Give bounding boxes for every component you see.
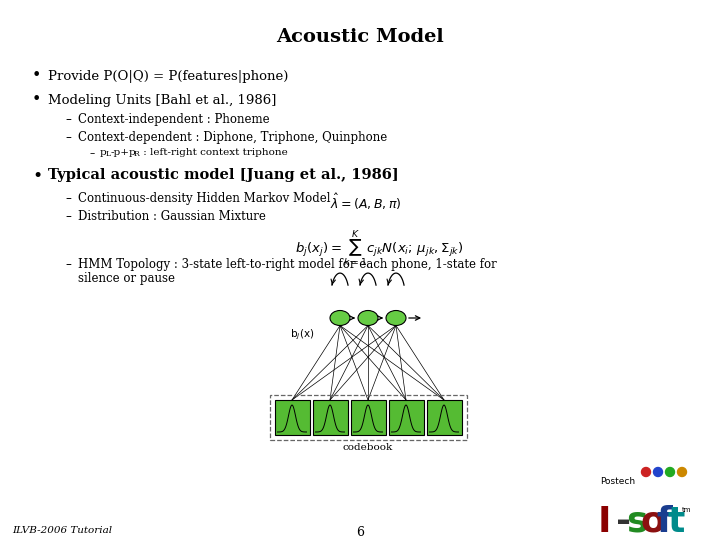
Text: Typical acoustic model [Juang et al., 1986]: Typical acoustic model [Juang et al., 19… (48, 168, 399, 182)
Text: p: p (100, 148, 107, 157)
Ellipse shape (330, 310, 350, 326)
FancyBboxPatch shape (351, 400, 385, 435)
Bar (269, 395, 467, 440)
Text: •: • (32, 167, 42, 185)
Text: –: – (90, 148, 95, 158)
Text: ILVB-2006 Tutorial: ILVB-2006 Tutorial (12, 526, 112, 535)
Text: Context-independent : Phoneme: Context-independent : Phoneme (78, 113, 269, 126)
Text: silence or pause: silence or pause (78, 272, 175, 285)
Text: : left-right context triphone: : left-right context triphone (140, 148, 288, 157)
Text: L: L (106, 150, 111, 158)
Text: R: R (134, 150, 140, 158)
FancyBboxPatch shape (426, 400, 462, 435)
FancyBboxPatch shape (274, 400, 310, 435)
Text: Context-dependent : Diphone, Triphone, Quinphone: Context-dependent : Diphone, Triphone, Q… (78, 131, 387, 144)
Text: t: t (668, 505, 685, 539)
Text: –: – (65, 113, 71, 126)
FancyBboxPatch shape (389, 400, 423, 435)
Text: –: – (65, 131, 71, 144)
Text: codebook: codebook (343, 443, 393, 452)
Text: $\hat{\lambda} = (A, B, \pi)$: $\hat{\lambda} = (A, B, \pi)$ (330, 192, 402, 212)
Text: Provide P(O|Q) = P(features|phone): Provide P(O|Q) = P(features|phone) (48, 70, 289, 83)
Text: -p+p: -p+p (111, 148, 137, 157)
Text: A: A (656, 469, 660, 475)
Text: •: • (32, 68, 41, 83)
Text: o: o (641, 505, 666, 539)
Text: –: – (65, 258, 71, 271)
Text: 3: 3 (680, 469, 684, 475)
Text: f: f (656, 505, 672, 539)
Circle shape (642, 468, 650, 476)
Circle shape (654, 468, 662, 476)
Text: •: • (32, 92, 41, 107)
Ellipse shape (358, 310, 378, 326)
Text: –: – (65, 192, 71, 205)
Text: Continuous-density Hidden Markov Model: Continuous-density Hidden Markov Model (78, 192, 330, 205)
Text: tm: tm (682, 507, 691, 513)
Text: Distribution : Gaussian Mixture: Distribution : Gaussian Mixture (78, 210, 266, 223)
Text: Acoustic Model: Acoustic Model (276, 28, 444, 46)
Text: -: - (616, 505, 631, 539)
Text: s: s (626, 505, 647, 539)
Text: Postech: Postech (600, 477, 635, 486)
Text: $b_j(x_j) = \sum_{k=1}^{K} c_{jk} N(x_i;\, \mu_{jk}, \Sigma_{jk})$: $b_j(x_j) = \sum_{k=1}^{K} c_{jk} N(x_i;… (295, 228, 463, 268)
Text: Modeling Units [Bahl et al., 1986]: Modeling Units [Bahl et al., 1986] (48, 94, 276, 107)
Text: B: B (668, 469, 672, 475)
Text: b$_j$(x): b$_j$(x) (290, 328, 315, 342)
Circle shape (678, 468, 686, 476)
Text: 1: 1 (644, 469, 648, 475)
Text: I: I (598, 505, 611, 539)
Text: 6: 6 (356, 526, 364, 539)
Ellipse shape (386, 310, 406, 326)
Text: –: – (65, 210, 71, 223)
Circle shape (665, 468, 675, 476)
FancyBboxPatch shape (312, 400, 348, 435)
Text: HMM Topology : 3-state left-to-right model for each phone, 1-state for: HMM Topology : 3-state left-to-right mod… (78, 258, 497, 271)
